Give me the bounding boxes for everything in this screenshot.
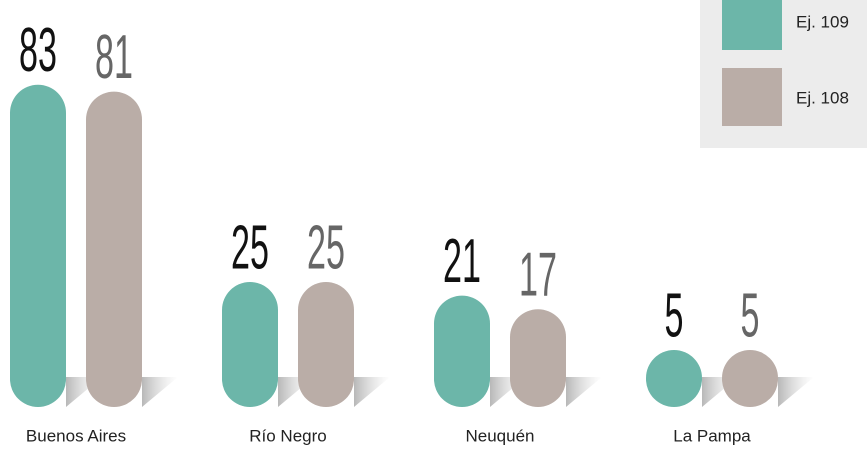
data-label: 25: [307, 213, 345, 282]
bar-shadow: [354, 377, 390, 407]
data-label: 81: [95, 22, 133, 91]
legend-label: Ej. 109: [796, 12, 849, 31]
bar: [298, 282, 354, 407]
bar: [222, 282, 278, 407]
x-tick-label: La Pampa: [673, 426, 751, 445]
x-tick-label: Neuquén: [465, 426, 534, 445]
bar: [510, 309, 566, 407]
data-label: 83: [19, 15, 57, 84]
bar: [10, 84, 66, 408]
data-label: 5: [741, 281, 760, 350]
data-label: 5: [665, 281, 684, 350]
bar-shadow: [142, 377, 178, 407]
legend-swatch: [722, 68, 782, 126]
bar-shadow: [566, 377, 602, 407]
legend-label: Ej. 108: [796, 88, 849, 107]
x-tick-label: Buenos Aires: [26, 426, 126, 445]
bar-shadow: [778, 377, 814, 407]
bar: [722, 350, 778, 407]
x-tick-label: Río Negro: [249, 426, 326, 445]
data-label: 17: [519, 240, 557, 309]
legend-swatch: [722, 0, 782, 50]
data-label: 21: [443, 226, 481, 295]
data-label: 25: [231, 213, 269, 282]
bar: [646, 350, 702, 407]
bar: [86, 91, 142, 407]
bar: [434, 295, 490, 407]
